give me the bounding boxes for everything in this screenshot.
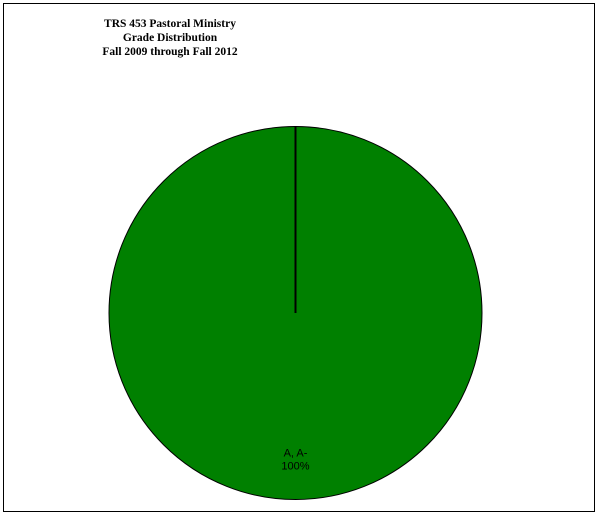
slice-category-label: A, A- — [284, 448, 308, 460]
chart-title: TRS 453 Pastoral Ministry Grade Distribu… — [40, 17, 300, 59]
chart-title-line-3: Fall 2009 through Fall 2012 — [102, 46, 238, 58]
slice-percent-label: 100% — [281, 461, 309, 473]
chart-title-line-2: Grade Distribution — [122, 32, 218, 44]
chart-title-line-1: TRS 453 Pastoral Ministry — [104, 18, 236, 30]
